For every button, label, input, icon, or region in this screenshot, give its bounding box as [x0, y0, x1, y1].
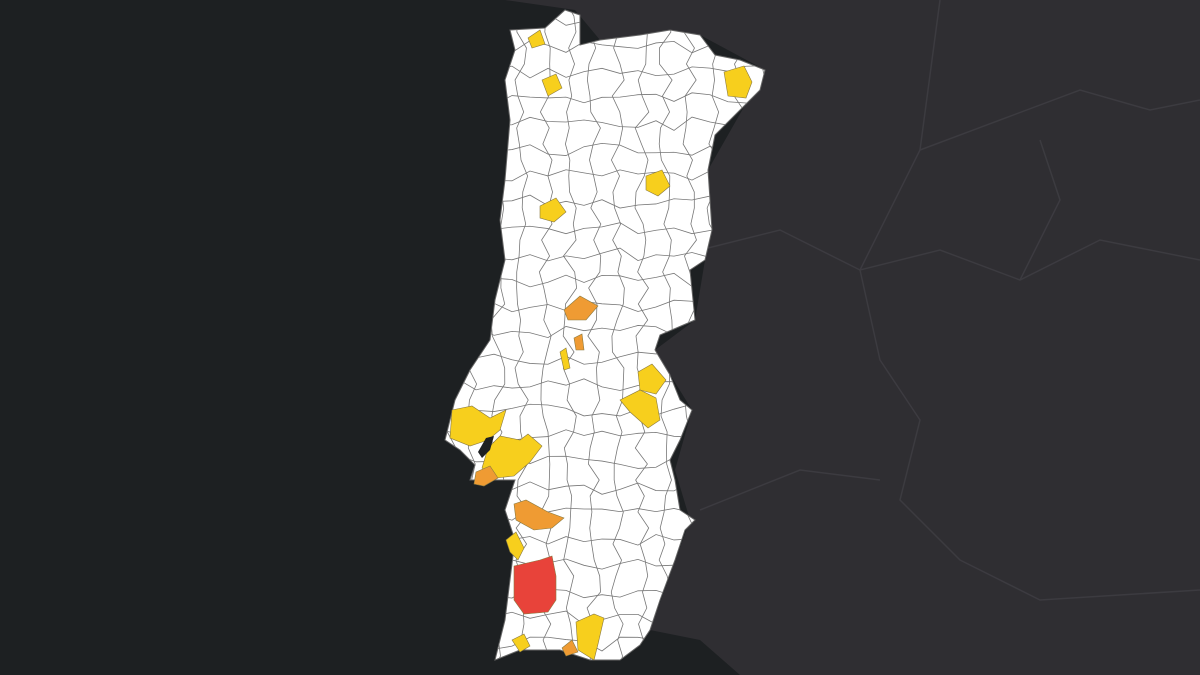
- highlighted-municipalities: [449, 29, 753, 661]
- municipality-sines-yellow[interactable]: [505, 531, 525, 561]
- municipality-castelo-branco-yellow-1[interactable]: [637, 363, 667, 395]
- municipality-central-small-yellow[interactable]: [559, 347, 571, 371]
- municipality-odemira-red[interactable]: [513, 555, 557, 615]
- municipality-braganca-yellow[interactable]: [723, 65, 753, 99]
- municipality-central-small-orange[interactable]: [573, 333, 585, 351]
- municipality-algarve-central-yellow[interactable]: [575, 613, 605, 661]
- municipality-border-line: [658, 10, 673, 660]
- municipality-setubal-orange[interactable]: [473, 465, 499, 487]
- municipality-minho-yellow[interactable]: [541, 73, 563, 97]
- municipality-north-coast-yellow[interactable]: [527, 29, 546, 49]
- municipality-border-line: [586, 10, 602, 660]
- spain-landmass: [505, 0, 1200, 675]
- municipality-algarve-west-yellow[interactable]: [511, 633, 531, 653]
- municipality-border-line: [610, 10, 625, 660]
- municipality-lisbon-yellow[interactable]: [449, 405, 507, 447]
- municipality-vila-real-yellow[interactable]: [645, 169, 671, 197]
- spain-region-borders: [699, 0, 1200, 601]
- municipality-porto-area-yellow[interactable]: [539, 197, 567, 223]
- portugal-mainland: [444, 9, 766, 661]
- municipality-border-line: [562, 10, 578, 660]
- municipality-algarve-orange[interactable]: [561, 639, 579, 657]
- municipality-alcacer-orange[interactable]: [513, 499, 565, 531]
- municipality-castelo-branco-yellow-2[interactable]: [619, 389, 661, 429]
- tagus-estuary: [478, 436, 494, 458]
- municipality-border-line: [634, 10, 650, 660]
- municipality-coimbra-orange[interactable]: [563, 295, 599, 321]
